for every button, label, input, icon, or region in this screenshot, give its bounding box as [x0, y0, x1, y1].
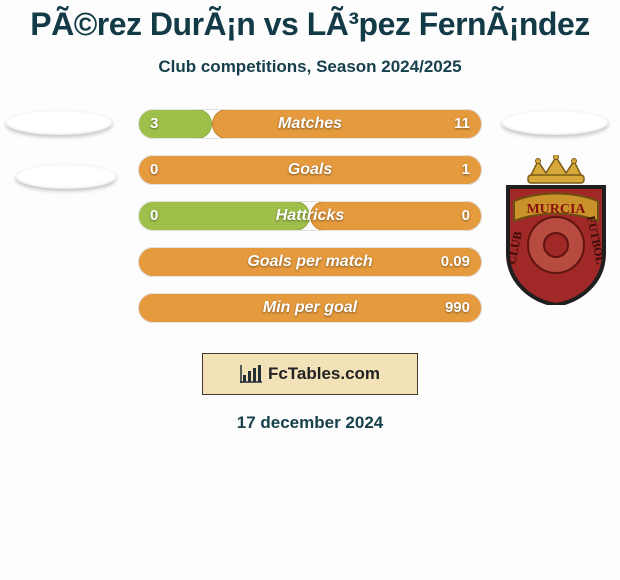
right-club-crest: MURCIA CLUB FUTBOL [500, 155, 612, 305]
crest-text: MURCIA [526, 202, 586, 217]
attribution-brand: FcTables.com [268, 364, 380, 384]
stat-bars: 311Matches 01Goals 00Hattricks 0.09Goals pe… [138, 109, 482, 339]
page-subtitle: Club competitions, Season 2024/2025 [0, 57, 620, 77]
page-title: PÃ©rez DurÃ¡n vs LÃ³pez FernÃ¡ndez [0, 0, 620, 43]
left-club-logo-placeholder-2 [16, 165, 116, 189]
right-player-badges: MURCIA CLUB FUTBOL [490, 109, 620, 135]
crown-icon [528, 155, 584, 183]
comparison-chart: MURCIA CLUB FUTBOL 311Matches 01Goals 00Ha… [0, 109, 620, 339]
stat-label: Matches [138, 109, 482, 139]
stat-row: 311Matches [138, 109, 482, 139]
bar-chart-icon [240, 365, 262, 383]
infographic-root: PÃ©rez DurÃ¡n vs LÃ³pez FernÃ¡ndez Club … [0, 0, 620, 580]
stat-label: Goals [138, 155, 482, 185]
stat-row: 00Hattricks [138, 201, 482, 231]
stat-row: 990Min per goal [138, 293, 482, 323]
stat-row: 0.09Goals per match [138, 247, 482, 277]
stat-row: 01Goals [138, 155, 482, 185]
stat-label: Hattricks [138, 201, 482, 231]
shield-icon: MURCIA CLUB FUTBOL [500, 155, 612, 305]
stat-label: Min per goal [138, 293, 482, 323]
footer-date: 17 december 2024 [0, 413, 620, 433]
stat-label: Goals per match [138, 247, 482, 277]
right-club-logo-placeholder-1 [502, 111, 608, 135]
left-club-logo-placeholder-1 [6, 111, 112, 135]
left-player-badges [0, 109, 130, 189]
attribution-box[interactable]: FcTables.com [202, 353, 418, 395]
